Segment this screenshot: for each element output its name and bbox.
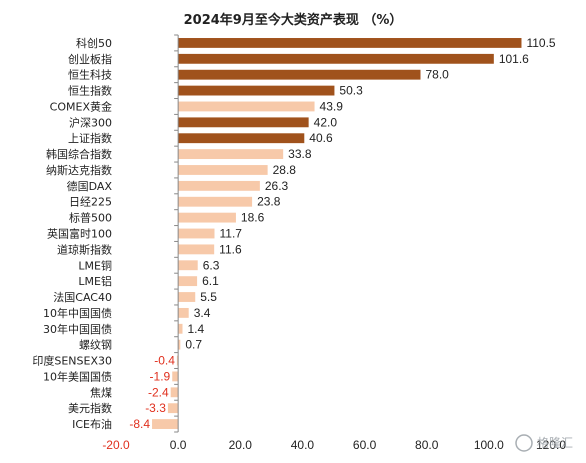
value-label: 11.6 <box>219 242 242 256</box>
value-label: 6.1 <box>202 274 219 288</box>
bar <box>178 212 236 223</box>
value-label: -8.4 <box>129 417 150 431</box>
value-label: 42.0 <box>314 115 338 129</box>
category-label: LME铝 <box>78 274 112 288</box>
chart-title: 2024年9月至今大类资产表现 （%） <box>184 12 403 28</box>
category-label: 韩国综合指数 <box>46 147 112 161</box>
x-tick-labels: -20.0 0.0 20.0 40.0 60.0 80.0 100.0 120.0 <box>102 438 566 452</box>
bar <box>178 196 253 207</box>
x-tick-label: -20.0 <box>102 438 130 452</box>
category-label: 10年美国国债 <box>43 369 112 383</box>
category-label: 英国富时100 <box>47 227 112 241</box>
category-label: 道琼斯指数 <box>57 242 112 256</box>
category-label: COMEX黄金 <box>50 99 112 113</box>
value-label: 5.5 <box>200 290 217 304</box>
value-label: 28.8 <box>273 163 297 177</box>
bar <box>178 85 335 96</box>
category-label: 焦煤 <box>90 386 112 399</box>
category-label: 德国DAX <box>67 179 113 193</box>
bar <box>178 165 268 175</box>
category-label: ICE布油 <box>72 417 112 431</box>
watermark: 格隆汇 <box>515 434 573 452</box>
bar <box>178 38 522 48</box>
bar <box>178 292 196 302</box>
x-tick-label: 40.0 <box>291 438 315 452</box>
value-label: 40.6 <box>309 131 333 145</box>
bar <box>178 69 421 80</box>
category-label: 日经225 <box>69 196 112 209</box>
bar <box>170 387 179 398</box>
bar <box>178 117 309 128</box>
x-tick-label: 120.0 <box>536 438 566 452</box>
bar <box>178 228 215 239</box>
x-tick-label: 20.0 <box>229 438 253 452</box>
bar <box>152 419 179 429</box>
bar <box>178 339 181 350</box>
G-logo-icon <box>515 434 533 452</box>
value-label: 78.0 <box>426 68 450 82</box>
category-label: 印度SENSEX30 <box>32 354 112 368</box>
bar <box>178 244 215 255</box>
bars-group <box>152 38 522 429</box>
value-label: -3.3 <box>145 401 166 415</box>
bar <box>176 355 179 366</box>
value-label: 6.3 <box>203 258 220 272</box>
category-label: 30年中国国债 <box>43 322 112 336</box>
value-label: 1.4 <box>187 322 204 336</box>
value-label: 18.6 <box>241 211 265 225</box>
value-label: 23.8 <box>257 195 281 209</box>
value-label: -2.4 <box>148 385 169 399</box>
bar <box>178 276 198 287</box>
bar <box>178 307 189 318</box>
category-label: 恒生科技 <box>68 68 112 82</box>
bar <box>178 180 260 191</box>
value-label: 110.5 <box>526 36 555 50</box>
bar <box>172 371 179 382</box>
category-label: 法国CAC40 <box>53 290 112 304</box>
value-label: 26.3 <box>265 179 289 193</box>
value-label: 50.3 <box>339 84 363 98</box>
x-tick-label: 60.0 <box>353 438 377 452</box>
bar <box>167 403 179 414</box>
category-label: 10年中国国债 <box>43 306 112 320</box>
x-tick-label: 0.0 <box>170 438 187 452</box>
value-label: 101.6 <box>499 52 529 66</box>
value-label: 11.7 <box>219 227 242 241</box>
category-label: 标普500 <box>69 211 112 225</box>
value-label: 3.4 <box>194 306 211 320</box>
value-label: 0.7 <box>185 338 202 352</box>
axes <box>174 34 179 433</box>
x-tick-label: 100.0 <box>474 438 504 452</box>
category-label: LME铜 <box>78 258 112 272</box>
bar <box>178 53 494 64</box>
value-label: -0.4 <box>154 354 175 368</box>
category-label: 美元指数 <box>68 401 112 415</box>
category-label: 沪深300 <box>69 115 112 129</box>
value-label: 33.8 <box>288 147 312 161</box>
value-label: -1.9 <box>150 369 171 383</box>
category-label: 恒生指数 <box>68 84 112 98</box>
bar <box>178 323 183 334</box>
category-label: 创业板指 <box>68 52 112 66</box>
watermark-text: 格隆汇 <box>537 435 573 450</box>
x-tick-label: 80.0 <box>415 438 439 452</box>
bar <box>178 101 315 112</box>
category-label: 科创50 <box>76 36 112 50</box>
category-label: 螺纹钢 <box>79 338 112 352</box>
value-labels: 110.5 101.6 78.0 50.343.9 42.0 40.6 33.8 28.8 26… <box>129 36 556 431</box>
category-label: 纳斯达克指数 <box>46 163 112 177</box>
category-label: 上证指数 <box>68 131 112 145</box>
value-label: 43.9 <box>320 99 344 113</box>
bar <box>178 260 198 271</box>
bar <box>178 133 305 144</box>
bar <box>178 149 284 160</box>
